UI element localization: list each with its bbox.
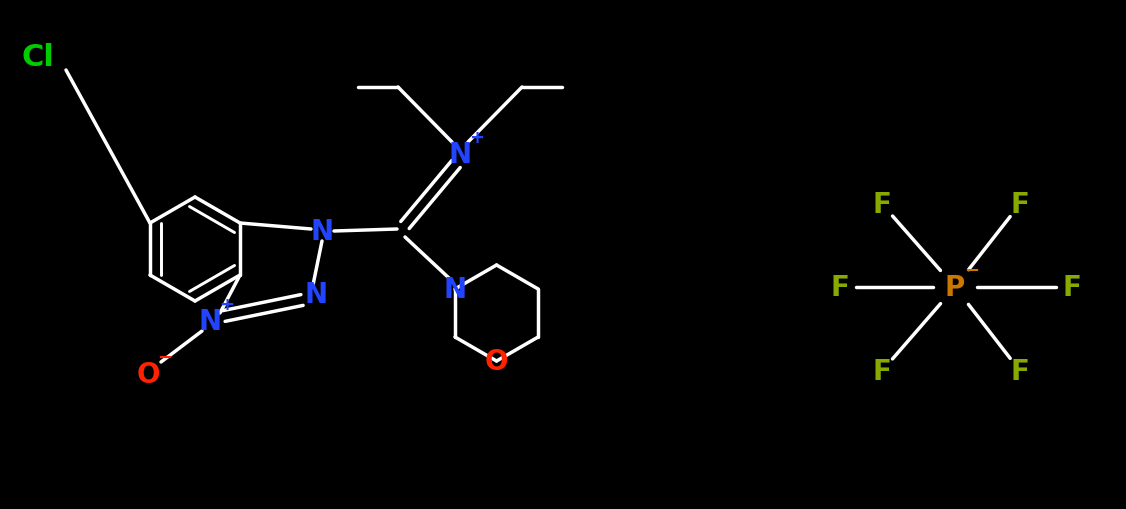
Text: F: F	[873, 357, 892, 385]
Text: F: F	[873, 191, 892, 218]
Text: O: O	[485, 347, 508, 375]
Text: +: +	[220, 295, 234, 314]
Text: −: −	[158, 348, 172, 366]
Text: F: F	[1063, 273, 1081, 301]
Text: F: F	[1010, 357, 1029, 385]
Text: N: N	[444, 275, 466, 303]
Text: F: F	[1010, 191, 1029, 218]
Text: −: −	[965, 262, 980, 279]
Text: N: N	[198, 307, 222, 335]
Text: P: P	[945, 273, 965, 301]
Text: N: N	[448, 140, 472, 168]
Text: +: +	[470, 129, 484, 147]
Text: F: F	[831, 273, 849, 301]
Text: N: N	[304, 280, 328, 308]
Text: N: N	[311, 217, 333, 245]
Text: O: O	[136, 360, 160, 388]
Text: Cl: Cl	[21, 43, 54, 72]
